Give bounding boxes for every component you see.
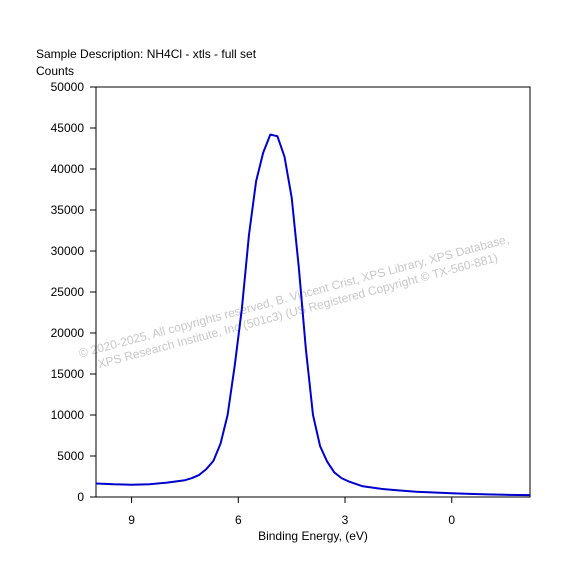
watermark-line-1: © 2020-2025, All copyrights reserved, B.… — [77, 232, 510, 361]
spectrum-line — [95, 133, 531, 497]
x-tick-label: 0 — [448, 513, 455, 527]
x-axis: 9 6 3 0 — [128, 497, 455, 527]
y-tick-label: 20000 — [51, 326, 85, 340]
y-tick-label: 25000 — [51, 285, 85, 299]
chart-title: Sample Description: NH4Cl - xtls - full … — [36, 47, 257, 61]
x-tick-label: 9 — [128, 513, 135, 527]
y-axis: 0 5000 10000 15000 20000 25000 30000 35000 40000… — [51, 80, 96, 504]
x-tick-label: 3 — [342, 513, 349, 527]
y-tick-label: 40000 — [51, 162, 85, 176]
y-tick-label: 50000 — [51, 80, 85, 94]
watermark-line-2: XPS Research Institute, Inc (501c3) (US … — [96, 250, 499, 371]
x-tick-label: 6 — [235, 513, 242, 527]
x-axis-label: Binding Energy, (eV) — [258, 529, 368, 543]
y-tick-label: 45000 — [51, 121, 85, 135]
y-tick-label: 15000 — [51, 367, 85, 381]
y-tick-label: 0 — [77, 490, 84, 504]
y-axis-label: Counts — [36, 64, 74, 78]
copyright-watermark: © 2020-2025, All copyrights reserved, B.… — [77, 232, 510, 371]
y-tick-label: 5000 — [57, 449, 84, 463]
y-tick-label: 10000 — [51, 408, 85, 422]
y-tick-label: 35000 — [51, 203, 85, 217]
y-tick-label: 30000 — [51, 244, 85, 258]
